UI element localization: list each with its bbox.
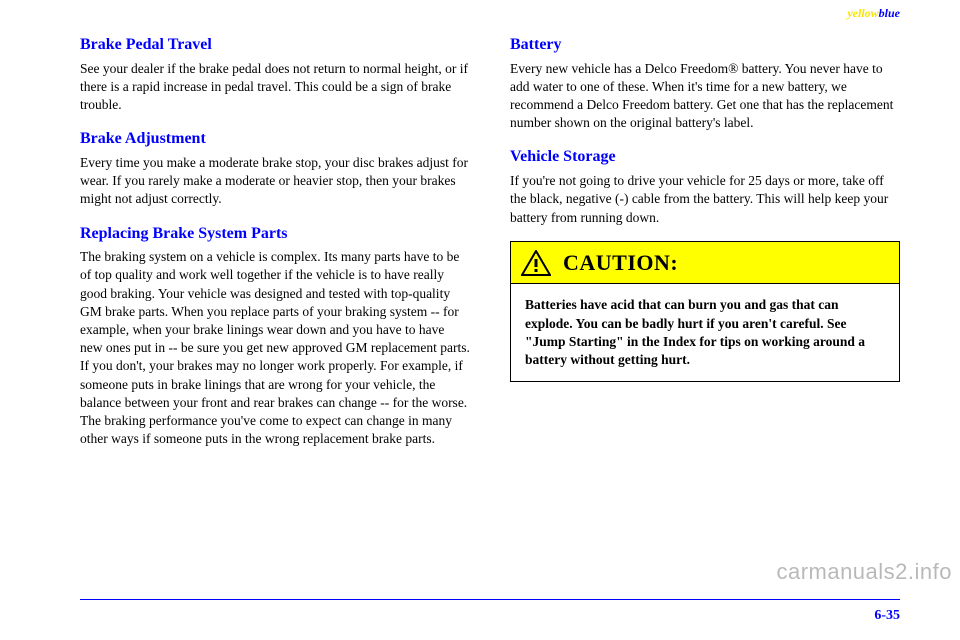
heading-vehicle-storage: Vehicle Storage (510, 146, 900, 168)
right-column: Battery Every new vehicle has a Delco Fr… (510, 34, 900, 463)
header-yellow: yellow (847, 6, 878, 20)
content-columns: Brake Pedal Travel See your dealer if th… (80, 34, 900, 463)
heading-brake-pedal-travel: Brake Pedal Travel (80, 34, 470, 56)
heading-brake-adjustment: Brake Adjustment (80, 128, 470, 150)
para-battery: Every new vehicle has a Delco Freedom® b… (510, 60, 900, 133)
para-brake-adjustment: Every time you make a moderate brake sto… (80, 154, 470, 209)
watermark: carmanuals2.info (776, 559, 952, 585)
caution-body: Batteries have acid that can burn you an… (511, 284, 899, 381)
caution-header: CAUTION: (511, 242, 899, 285)
para-vehicle-storage: If you're not going to drive your vehicl… (510, 172, 900, 227)
left-column: Brake Pedal Travel See your dealer if th… (80, 34, 470, 463)
para-brake-pedal-travel: See your dealer if the brake pedal does … (80, 60, 470, 115)
heading-battery: Battery (510, 34, 900, 56)
caution-box: CAUTION: Batteries have acid that can bu… (510, 241, 900, 383)
caution-label: CAUTION: (563, 248, 678, 278)
header-blue: blue (879, 6, 900, 20)
heading-replacing-brake-parts: Replacing Brake System Parts (80, 223, 470, 245)
page-number: 6-35 (874, 608, 900, 624)
warning-triangle-icon (521, 250, 551, 276)
header-label: yellowblue (847, 6, 900, 21)
para-replacing-brake-parts: The braking system on a vehicle is compl… (80, 248, 470, 448)
footer-rule (80, 599, 900, 600)
